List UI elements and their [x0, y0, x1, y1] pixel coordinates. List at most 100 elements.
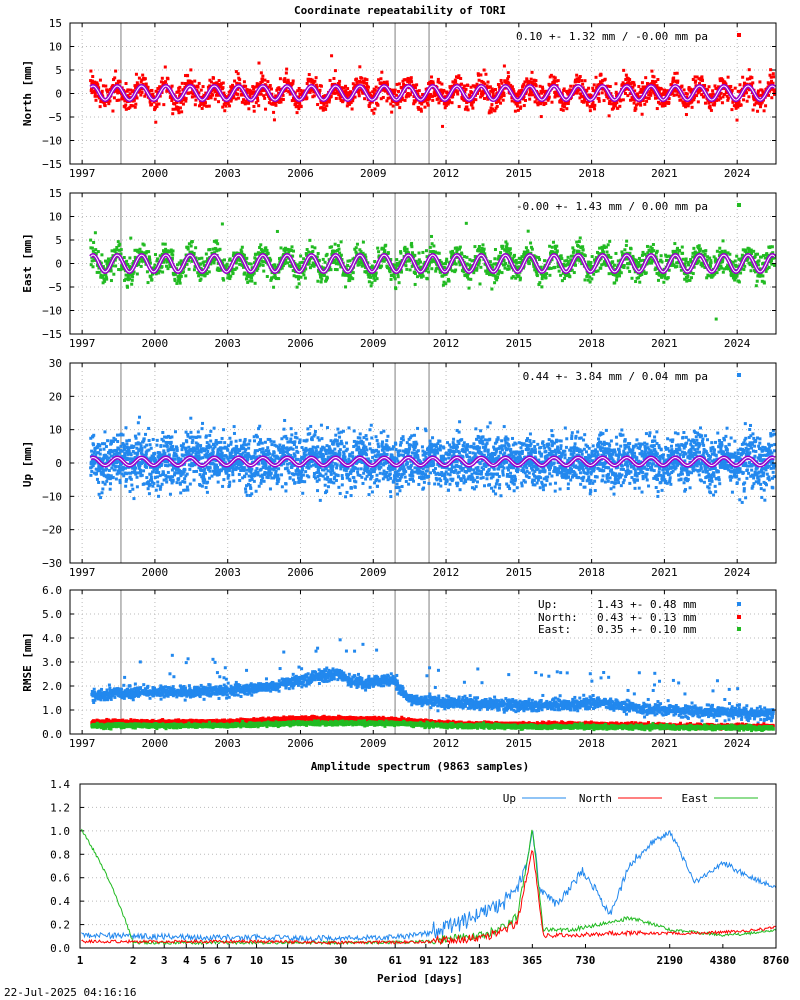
north-point: [642, 87, 646, 91]
north-point: [284, 71, 288, 75]
north-xtick-label: 2012: [433, 167, 460, 180]
north-point: [431, 98, 435, 102]
east-point: [743, 264, 747, 268]
east-point: [305, 248, 309, 252]
north-point: [234, 70, 238, 74]
north-point: [124, 81, 128, 85]
north-point: [648, 91, 652, 95]
north-point: [291, 81, 295, 85]
north-point: [591, 100, 595, 104]
north-point: [236, 96, 240, 100]
north-point: [637, 85, 641, 89]
east-point: [767, 265, 771, 269]
east-point: [252, 271, 256, 275]
timestamp: 22-Jul-2025 04:16:16: [4, 986, 136, 999]
north-point: [222, 91, 226, 95]
north-point: [260, 80, 264, 84]
north-ytick-label: 5: [55, 64, 62, 77]
up-point: [100, 491, 104, 495]
east-point: [420, 272, 424, 276]
east-point: [110, 249, 114, 253]
east-point: [447, 279, 451, 283]
east-point: [97, 270, 101, 274]
north-point: [311, 82, 315, 86]
north-point: [574, 80, 578, 84]
east-point: [655, 249, 659, 253]
north-point: [478, 88, 482, 92]
east-point: [509, 251, 513, 255]
east-point: [93, 231, 97, 235]
up-point: [114, 465, 118, 469]
north-point: [491, 91, 495, 95]
north-point: [436, 77, 440, 81]
east-point: [90, 259, 94, 263]
east-point: [482, 247, 486, 251]
north-point: [690, 105, 694, 109]
east-point: [126, 263, 130, 267]
north-point: [510, 99, 514, 103]
north-point: [127, 88, 131, 92]
up-point: [98, 452, 102, 456]
north-point: [443, 95, 447, 99]
north-point: [592, 83, 596, 87]
up-point: [104, 445, 108, 449]
north-point: [661, 103, 665, 107]
east-point: [403, 245, 407, 249]
east-point: [282, 252, 286, 256]
north-point: [647, 93, 651, 97]
north-point: [465, 105, 469, 109]
north-point: [518, 100, 522, 104]
north-point: [529, 93, 533, 97]
east-point: [377, 250, 381, 254]
north-point: [377, 78, 381, 82]
north-point: [190, 80, 194, 84]
east-point: [395, 258, 399, 262]
north-point: [257, 61, 261, 65]
north-point: [589, 93, 593, 97]
north-point: [597, 99, 601, 103]
east-point: [228, 257, 232, 261]
north-point: [386, 96, 390, 100]
north-point: [507, 75, 511, 79]
north-point: [101, 84, 105, 88]
north-point: [533, 100, 537, 104]
east-point: [153, 263, 157, 267]
east-point: [330, 245, 334, 249]
north-point: [266, 86, 270, 90]
north-point: [468, 93, 472, 97]
east-point: [118, 242, 122, 246]
north-point: [667, 97, 671, 101]
east-point: [205, 259, 209, 263]
north-point: [489, 89, 493, 93]
north-point: [236, 87, 240, 91]
north-point: [543, 91, 547, 95]
east-point: [203, 273, 207, 277]
east-point: [131, 271, 135, 275]
east-point: [405, 247, 409, 251]
north-point: [252, 104, 256, 108]
east-point: [573, 263, 577, 267]
north-point: [721, 78, 725, 82]
east-point: [399, 268, 403, 272]
east-point: [615, 278, 619, 282]
east-point: [330, 252, 334, 256]
north-point: [332, 76, 336, 80]
north-point: [93, 94, 97, 98]
north-point: [562, 87, 566, 91]
east-point: [572, 248, 576, 252]
east-point: [165, 257, 169, 261]
rmse-legend-north-label: North:: [538, 611, 578, 624]
north-point: [131, 104, 135, 108]
north-point: [521, 84, 525, 88]
east-point: [215, 249, 219, 253]
north-point: [431, 80, 435, 84]
east-point: [527, 262, 531, 266]
east-point: [629, 247, 633, 251]
east-point: [437, 251, 441, 255]
north-point: [588, 109, 592, 113]
east-point: [137, 260, 141, 264]
north-point: [254, 101, 258, 105]
east-point: [396, 263, 400, 267]
north-point: [315, 85, 319, 89]
north-point: [657, 90, 661, 94]
